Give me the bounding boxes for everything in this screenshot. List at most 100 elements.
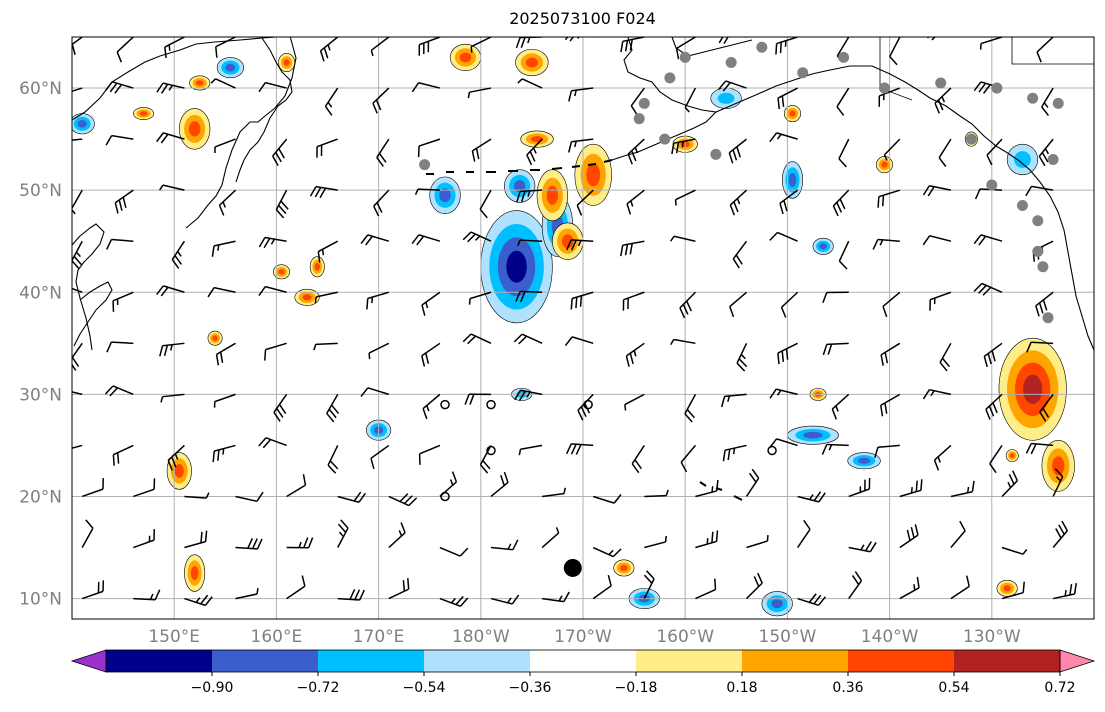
wind-barb <box>1052 582 1078 600</box>
lon-tick-label: 160°E <box>251 627 303 647</box>
wind-barb <box>133 478 156 498</box>
wind-barb <box>317 240 339 263</box>
wind-barb <box>275 189 289 219</box>
colorbar-segment <box>530 650 636 672</box>
wind-barb <box>883 138 901 161</box>
wind-barb <box>722 444 747 462</box>
colorbar-segment <box>848 650 954 672</box>
wind-barb <box>184 530 208 549</box>
wind-barb <box>745 572 763 600</box>
wind-barb <box>517 78 543 89</box>
shaded-contour <box>139 111 148 116</box>
wind-barb <box>218 189 237 216</box>
wind-barb <box>235 587 259 600</box>
wind-barb <box>565 443 594 455</box>
latitude-tick-labels: 10°N 20°N 30°N 40°N 50°N 60°N <box>19 79 62 610</box>
wind-barb <box>1039 393 1054 422</box>
wind-barb <box>518 444 543 456</box>
wind-barb <box>566 239 594 251</box>
wind-barb <box>211 240 236 257</box>
wind-barb <box>729 189 748 216</box>
shaded-region-positive <box>273 264 290 280</box>
wind-barb <box>360 387 390 397</box>
lat-tick-label: 30°N <box>19 385 62 405</box>
wind-barb <box>899 479 923 498</box>
aleutian-islands <box>426 159 613 175</box>
wind-barb <box>644 535 667 549</box>
colorbar: −0.90 −0.72 −0.54 −0.36 −0.18 0.18 0.36 0.54 0.7… <box>70 649 1096 696</box>
shaded-contour <box>586 163 601 187</box>
shaded-region-negative <box>847 452 881 470</box>
lon-tick-label: 170°W <box>554 627 612 647</box>
shaded-region-negative <box>216 57 244 79</box>
shaded-region-positive <box>449 43 482 71</box>
wind-barb <box>577 393 594 421</box>
wind-barb <box>899 524 919 549</box>
wind-barb <box>989 445 1003 474</box>
calm-wind-marker <box>486 399 496 410</box>
lat-tick-label: 20°N <box>19 487 62 507</box>
wind-barb <box>624 393 645 411</box>
wind-barb <box>439 546 469 557</box>
wind-barb <box>822 342 849 356</box>
wind-barb <box>674 189 696 206</box>
colorbar-label: −0.18 <box>615 680 658 696</box>
wind-barb <box>368 342 390 360</box>
wind-barb <box>72 444 83 449</box>
shaded-region-negative <box>72 113 95 135</box>
wind-barb <box>314 291 338 303</box>
wind-barb <box>513 333 543 345</box>
wind-barb <box>286 537 314 549</box>
shaded-region-negative <box>761 591 793 617</box>
center-marker <box>563 558 582 577</box>
wind-barb <box>986 138 1003 166</box>
shaded-contour <box>278 269 285 275</box>
wind-barb <box>878 87 901 107</box>
wind-barb <box>376 138 390 167</box>
wind-barb <box>769 231 798 242</box>
wind-barb <box>983 342 1003 368</box>
wind-barb <box>81 478 104 498</box>
station-marker <box>838 51 850 63</box>
station-marker <box>1052 97 1064 109</box>
wind-barb <box>215 37 236 58</box>
shaded-contour <box>789 110 796 117</box>
station-marker <box>1032 215 1044 227</box>
shaded-contour <box>283 59 290 66</box>
wind-barb <box>156 285 185 297</box>
shaded-region-positive <box>613 559 635 577</box>
wind-barb <box>462 333 492 345</box>
wind-barb <box>728 138 747 164</box>
wind-barb <box>625 342 645 367</box>
wind-barb <box>337 491 367 503</box>
wind-barb <box>592 574 612 600</box>
lon-tick-label: 180°W <box>452 627 510 647</box>
wind-barb <box>1038 138 1054 167</box>
wind-barb <box>777 87 798 110</box>
colorbar-segment <box>106 650 212 672</box>
wind-barb <box>670 338 696 346</box>
shaded-region-positive <box>278 53 296 73</box>
wind-barb <box>156 132 185 144</box>
shaded-contour <box>546 185 559 205</box>
wind-barb <box>286 575 306 600</box>
wind-barb <box>272 138 288 167</box>
coastline-asia <box>72 37 297 351</box>
wind-barb <box>922 388 952 400</box>
wind-barb <box>838 138 850 168</box>
wind-barb <box>592 494 622 504</box>
wind-barb <box>564 336 594 347</box>
wind-barb <box>324 87 339 116</box>
wind-barb <box>286 474 307 498</box>
wind-barb <box>695 530 719 549</box>
wind-barb <box>411 82 441 93</box>
wind-barb <box>212 444 236 463</box>
lon-tick-label: 170°E <box>353 627 405 647</box>
shaded-region-negative <box>429 176 461 214</box>
shaded-region-positive <box>184 554 206 592</box>
wind-barb <box>627 138 645 165</box>
wind-barb <box>258 236 287 249</box>
wind-barb <box>72 391 83 396</box>
wind-barb <box>643 570 655 599</box>
wind-barb <box>517 239 543 246</box>
